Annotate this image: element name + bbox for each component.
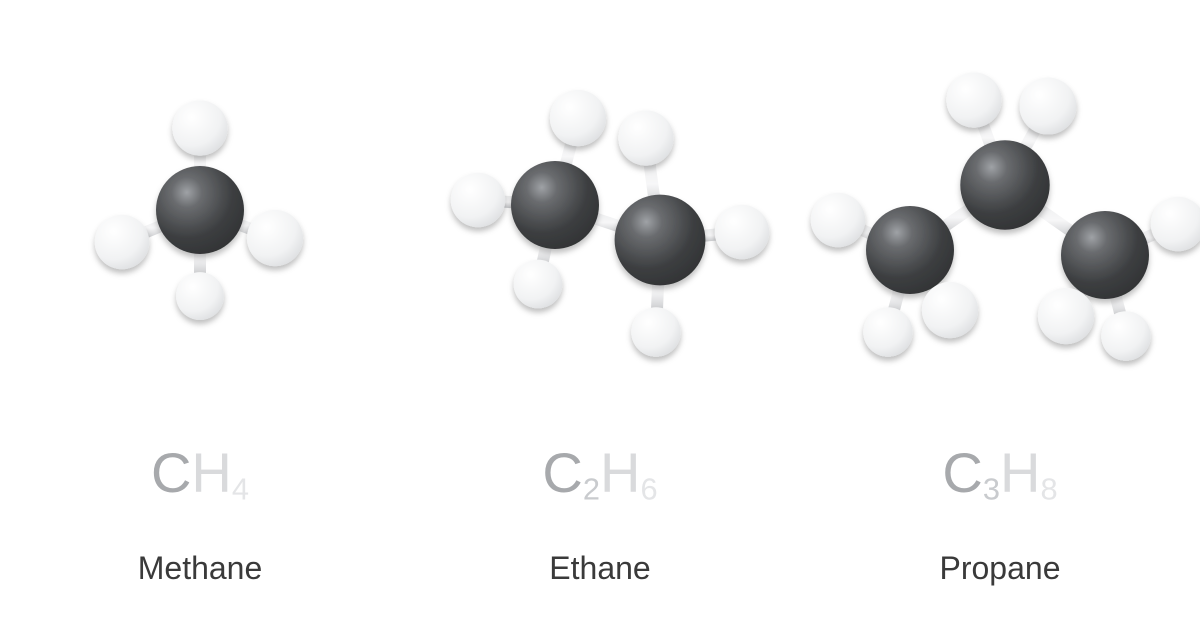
hydrogen-atom [1020,78,1077,135]
formula-carbon-symbol: C [151,441,191,504]
hydrogen-atom [715,205,770,260]
carbon-atom [156,166,244,254]
hydrogen-atom [514,260,563,309]
hydrogen-atom [451,173,506,228]
hydrogen-atom [1101,311,1151,361]
formula-carbon-count: 3 [983,472,1000,507]
hydrogen-atom [631,307,681,357]
hydrogen-atom [863,307,913,357]
formula-hydrogen-symbol: H [191,441,231,504]
formula-carbon-symbol: C [942,441,982,504]
hydrogen-atom [1038,288,1094,344]
molecule-ethane: C2H6 Ethane [400,0,800,627]
chemical-formula-propane: C3H8 [942,445,1057,505]
hydrogen-atom [95,215,150,270]
formula-hydrogen-symbol: H [1000,441,1040,504]
molecule-methane: CH4 Methane [40,0,360,627]
chemical-formula-ethane: C2H6 [542,445,657,505]
molecule-model-methane [50,40,350,360]
molecule-propane: C3H8 Propane [800,0,1200,627]
formula-hydrogen-count: 4 [232,472,249,507]
carbon-atom [511,161,599,249]
molecule-name-methane: Methane [138,550,263,587]
hydrogen-atom [922,282,978,338]
carbon-atom [1061,211,1149,299]
hydrogen-atom [172,100,227,155]
hydrogen-atom [1151,197,1200,252]
formula-hydrogen-count: 8 [1040,472,1057,507]
molecule-diagram: CH4MethaneC2H6EthaneC3H8Propane [0,0,1200,627]
carbon-atom [960,140,1049,229]
formula-hydrogen-symbol: H [600,441,640,504]
hydrogen-atom [176,272,224,320]
carbon-atom [615,195,706,286]
carbon-atom [866,206,954,294]
formula-carbon-symbol: C [542,441,582,504]
molecule-name-ethane: Ethane [549,550,650,587]
hydrogen-atom [618,110,673,165]
hydrogen-atom [550,90,606,146]
formula-hydrogen-count: 6 [640,472,657,507]
molecule-model-propane [790,40,1200,380]
molecule-model-ethane [400,40,800,380]
hydrogen-atom [811,193,866,248]
molecule-name-propane: Propane [940,550,1061,587]
hydrogen-atom [946,72,1001,127]
hydrogen-atom [247,210,303,266]
chemical-formula-methane: CH4 [151,445,249,505]
formula-carbon-count: 2 [583,472,600,507]
